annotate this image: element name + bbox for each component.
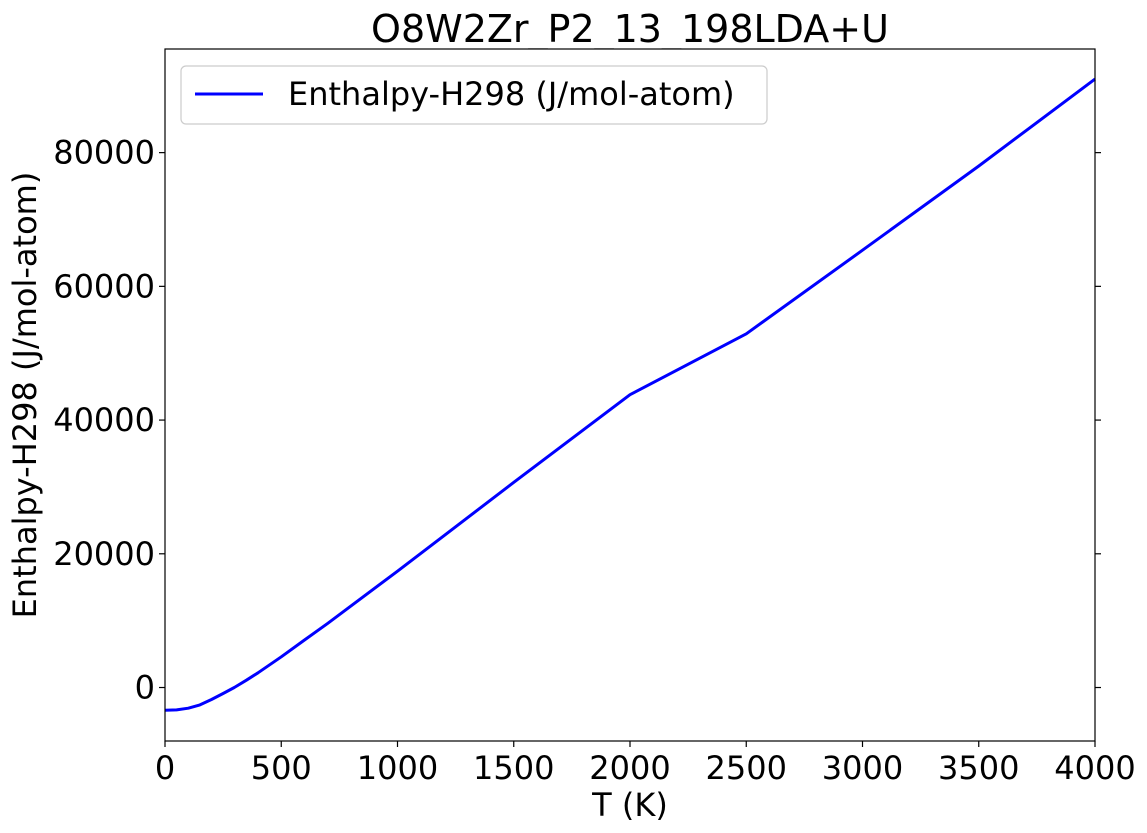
x-tick-label: 3500	[938, 749, 1019, 787]
x-tick-label: 4000	[1054, 749, 1135, 787]
chart-title: O8W2Zr_P2_13_198LDA+U	[371, 7, 889, 51]
y-tick-label: 20000	[53, 535, 155, 573]
x-axis-label: T (K)	[591, 786, 668, 824]
y-tick-label: 0	[135, 669, 155, 707]
legend-label: Enthalpy-H298 (J/mol-atom)	[288, 75, 735, 113]
x-tick-label: 3000	[822, 749, 903, 787]
x-tick-label: 500	[251, 749, 312, 787]
legend: Enthalpy-H298 (J/mol-atom)	[180, 65, 768, 125]
y-tick-label: 60000	[53, 267, 155, 305]
y-axis-label: Enthalpy-H298 (J/mol-atom)	[6, 172, 44, 619]
y-tick-label: 80000	[53, 134, 155, 172]
y-tick-label: 40000	[53, 401, 155, 439]
x-tick-label: 1000	[357, 749, 438, 787]
series-line-0	[164, 77, 1096, 712]
x-axis: 0 500 1000 1500 2000 2500 3000 3500 4000	[155, 741, 1136, 787]
x-tick-label: 2000	[589, 749, 670, 787]
x-tick-label: 0	[155, 749, 175, 787]
x-tick-label: 2500	[706, 749, 787, 787]
y-axis: 0 20000 40000 60000 80000	[53, 134, 1101, 707]
series-layer	[164, 77, 1096, 712]
x-tick-label: 1500	[473, 749, 554, 787]
legend-box	[180, 65, 768, 125]
